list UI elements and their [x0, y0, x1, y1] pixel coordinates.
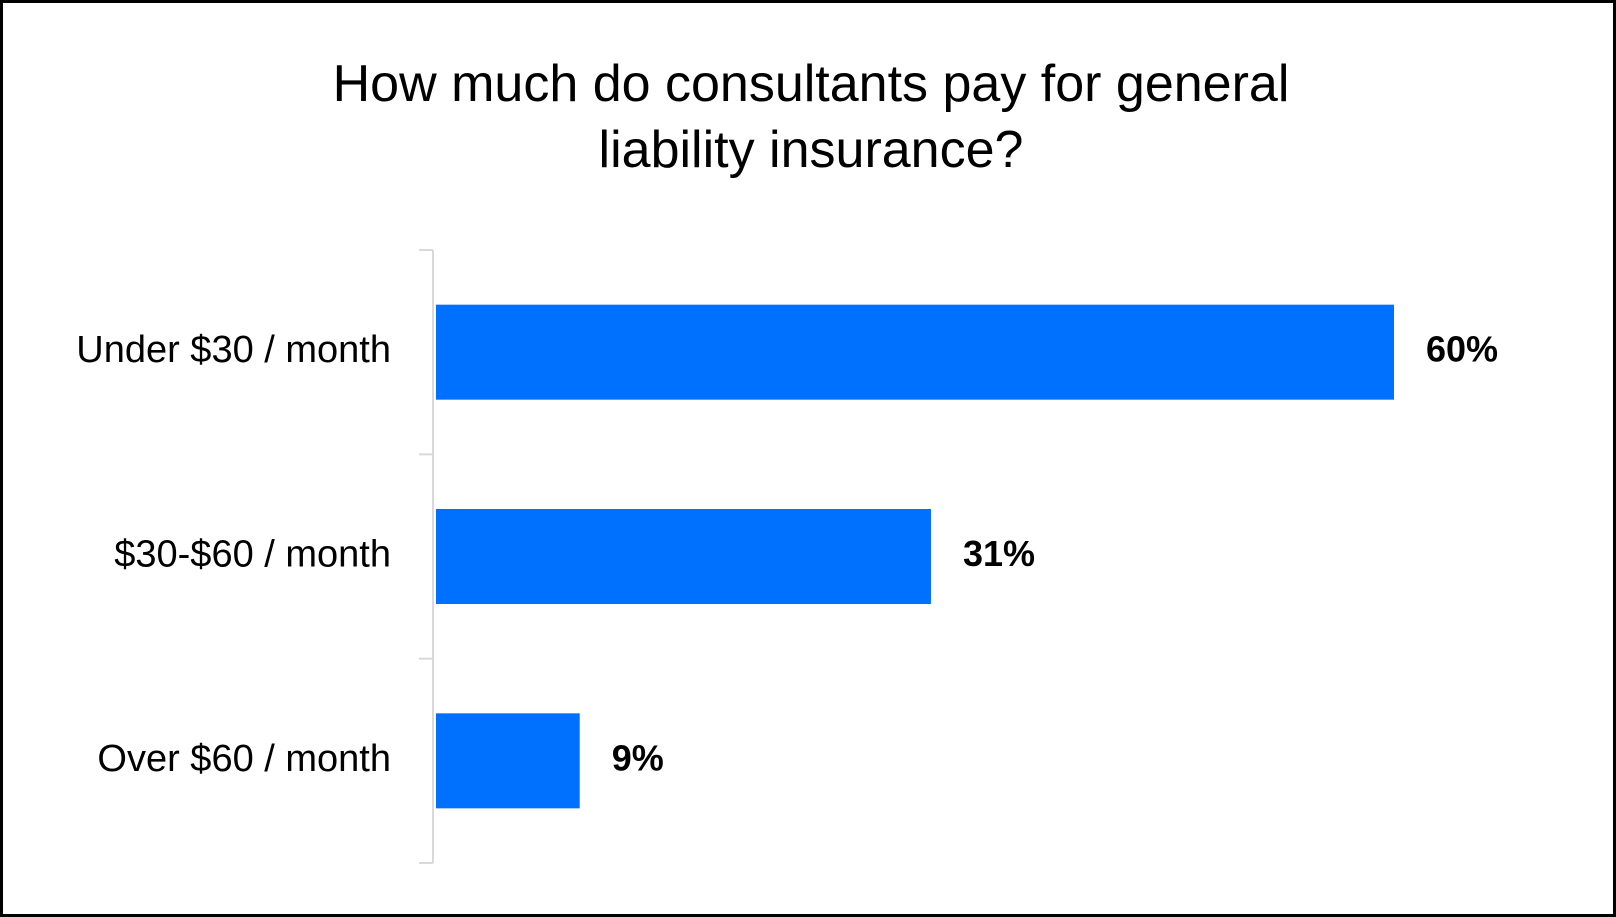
- chart-title: How much do consultants pay for general …: [3, 51, 1616, 183]
- bar: [436, 509, 931, 604]
- bar-chart-plot: Under $30 / month 60% $30-$60 / month 31% Ov…: [76, 249, 1498, 864]
- bar: [436, 713, 580, 809]
- category-tick-label: $30-$60 / month: [114, 534, 391, 576]
- bar: [436, 304, 1394, 400]
- data-label: 9%: [612, 737, 664, 778]
- category-tick-label: Under $30 / month: [76, 329, 391, 371]
- data-label: 31%: [963, 533, 1035, 574]
- chart-title-line-2: liability insurance?: [598, 121, 1024, 179]
- chart-title-line-1: How much do consultants pay for general: [332, 55, 1290, 113]
- data-label: 60%: [1426, 329, 1498, 370]
- category-tick-label: Over $60 / month: [97, 738, 391, 780]
